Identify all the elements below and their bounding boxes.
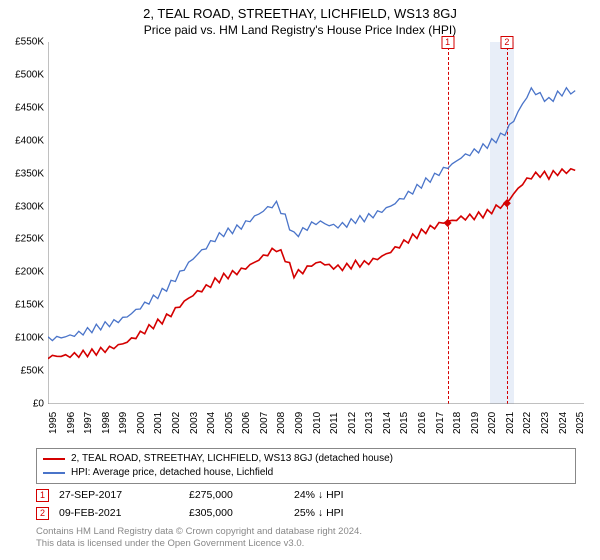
- x-axis-label: 2013: [364, 412, 375, 434]
- series-property: [48, 169, 575, 359]
- y-axis-label: £550K: [15, 37, 44, 48]
- legend-label: HPI: Average price, detached house, Lich…: [71, 466, 273, 480]
- footer-line: Contains HM Land Registry data © Crown c…: [36, 526, 362, 538]
- sale-date: 27-SEP-2017: [59, 489, 189, 501]
- x-axis-label: 1996: [66, 412, 77, 434]
- x-axis-label: 2000: [136, 412, 147, 434]
- y-axis-label: £350K: [15, 168, 44, 179]
- x-axis-label: 2016: [417, 412, 428, 434]
- x-axis-label: 2014: [382, 412, 393, 434]
- x-axis-label: 2024: [558, 412, 569, 434]
- x-axis-label: 2019: [470, 412, 481, 434]
- x-axis-label: 2021: [505, 412, 516, 434]
- legend-item-property: 2, TEAL ROAD, STREETHAY, LICHFIELD, WS13…: [43, 452, 569, 466]
- line-chart: [48, 42, 584, 404]
- x-axis-label: 2011: [329, 412, 340, 434]
- legend: 2, TEAL ROAD, STREETHAY, LICHFIELD, WS13…: [36, 448, 576, 484]
- x-axis-label: 2025: [575, 412, 586, 434]
- sale-row: 2 09-FEB-2021£305,00025% ↓ HPI: [36, 504, 414, 522]
- x-axis-label: 2003: [189, 412, 200, 434]
- x-axis-label: 2018: [452, 412, 463, 434]
- x-axis-label: 2006: [241, 412, 252, 434]
- y-axis-label: £200K: [15, 267, 44, 278]
- x-axis-label: 2005: [224, 412, 235, 434]
- x-axis-label: 2015: [399, 412, 410, 434]
- y-axis-label: £250K: [15, 234, 44, 245]
- legend-swatch-property: [43, 458, 65, 460]
- sale-price: £275,000: [189, 489, 294, 501]
- sale-pct-vs-hpi: 24% ↓ HPI: [294, 489, 414, 501]
- sale-row: 1 27-SEP-2017£275,00024% ↓ HPI: [36, 486, 414, 504]
- y-axis-label: £150K: [15, 300, 44, 311]
- x-axis-label: 2004: [206, 412, 217, 434]
- sale-marker-badge: 2: [500, 36, 513, 49]
- y-axis-label: £400K: [15, 135, 44, 146]
- x-axis-label: 1998: [101, 412, 112, 434]
- legend-item-hpi: HPI: Average price, detached house, Lich…: [43, 466, 569, 480]
- x-axis-label: 2009: [294, 412, 305, 434]
- legend-label: 2, TEAL ROAD, STREETHAY, LICHFIELD, WS13…: [71, 452, 393, 466]
- y-axis-label: £500K: [15, 69, 44, 80]
- x-axis-label: 2023: [540, 412, 551, 434]
- chart-subtitle: Price paid vs. HM Land Registry's House …: [0, 23, 600, 37]
- sale-pct-vs-hpi: 25% ↓ HPI: [294, 507, 414, 519]
- footer-line: This data is licensed under the Open Gov…: [36, 538, 362, 550]
- sale-marker-badge: 1: [441, 36, 454, 49]
- x-axis-label: 1999: [118, 412, 129, 434]
- sale-price: £305,000: [189, 507, 294, 519]
- x-axis-label: 2017: [435, 412, 446, 434]
- legend-swatch-hpi: [43, 472, 65, 474]
- x-axis-label: 2012: [347, 412, 358, 434]
- x-axis-label: 2008: [276, 412, 287, 434]
- sales-table: 1 27-SEP-2017£275,00024% ↓ HPI 2 09-FEB-202…: [36, 486, 414, 522]
- chart-area: £0£50K£100K£150K£200K£250K£300K£350K£400…: [48, 42, 584, 404]
- sale-row-badge: 1: [36, 489, 49, 502]
- y-axis-label: £0: [33, 399, 44, 410]
- y-axis-label: £450K: [15, 102, 44, 113]
- x-axis-label: 1995: [48, 412, 59, 434]
- x-axis-label: 2022: [522, 412, 533, 434]
- sale-date: 09-FEB-2021: [59, 507, 189, 519]
- y-axis-label: £100K: [15, 333, 44, 344]
- x-axis-label: 2007: [259, 412, 270, 434]
- x-axis-label: 2002: [171, 412, 182, 434]
- chart-title: 2, TEAL ROAD, STREETHAY, LICHFIELD, WS13…: [0, 0, 600, 21]
- x-axis-label: 2020: [487, 412, 498, 434]
- x-axis-label: 1997: [83, 412, 94, 434]
- footer-attribution: Contains HM Land Registry data © Crown c…: [36, 526, 362, 550]
- series-hpi: [48, 88, 575, 341]
- x-axis-label: 2010: [312, 412, 323, 434]
- sale-row-badge: 2: [36, 507, 49, 520]
- y-axis-label: £50K: [21, 366, 44, 377]
- x-axis-label: 2001: [153, 412, 164, 434]
- y-axis-label: £300K: [15, 201, 44, 212]
